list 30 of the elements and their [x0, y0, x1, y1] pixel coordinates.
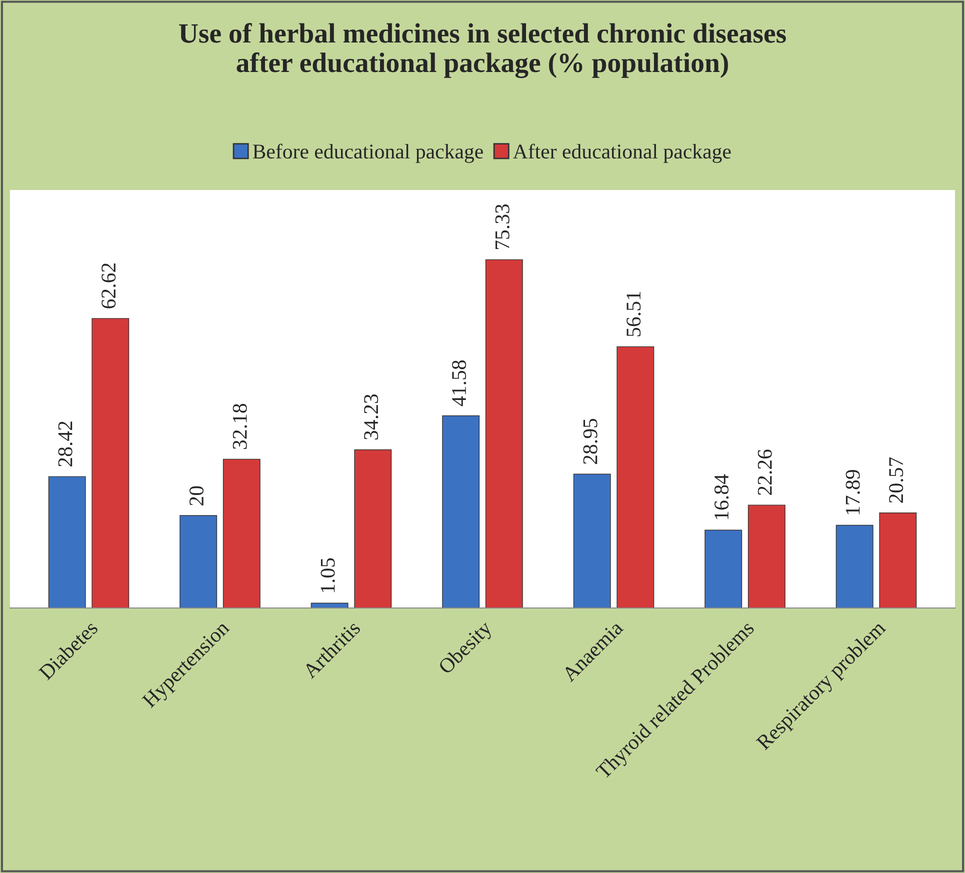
- data-label: 28.95: [583, 418, 598, 464]
- chart-title: Use of herbal medicines in selected chronic diseases after educational package (% population): [179, 23, 786, 78]
- bar: [442, 415, 480, 608]
- data-label: 20: [190, 486, 204, 506]
- bar: [354, 449, 392, 608]
- data-label: 75.33: [495, 204, 510, 250]
- data-label: 20.57: [889, 457, 904, 503]
- bar: [485, 259, 523, 608]
- data-label: 28.42: [58, 422, 72, 466]
- bar: [48, 476, 86, 608]
- bar: [180, 515, 218, 608]
- data-label: 22.26: [758, 450, 772, 495]
- legend-label: After educational package: [513, 144, 731, 163]
- bar: [879, 512, 917, 608]
- data-label: 32.18: [232, 404, 247, 449]
- bar: [573, 474, 611, 608]
- data-label: 34.23: [364, 394, 378, 440]
- bar: [704, 530, 742, 608]
- legend-label: Before educational package: [252, 144, 483, 163]
- data-label: 41.58: [452, 360, 466, 406]
- data-label: 1.05: [320, 558, 335, 592]
- bar: [222, 458, 260, 608]
- data-label: 17.89: [846, 470, 860, 514]
- bar: [836, 524, 874, 608]
- bar: [616, 346, 654, 608]
- bar: [92, 318, 130, 608]
- data-label: 16.84: [714, 474, 729, 520]
- data-label: 62.62: [102, 263, 116, 308]
- data-label: 56.51: [626, 292, 641, 336]
- bar: [748, 504, 786, 608]
